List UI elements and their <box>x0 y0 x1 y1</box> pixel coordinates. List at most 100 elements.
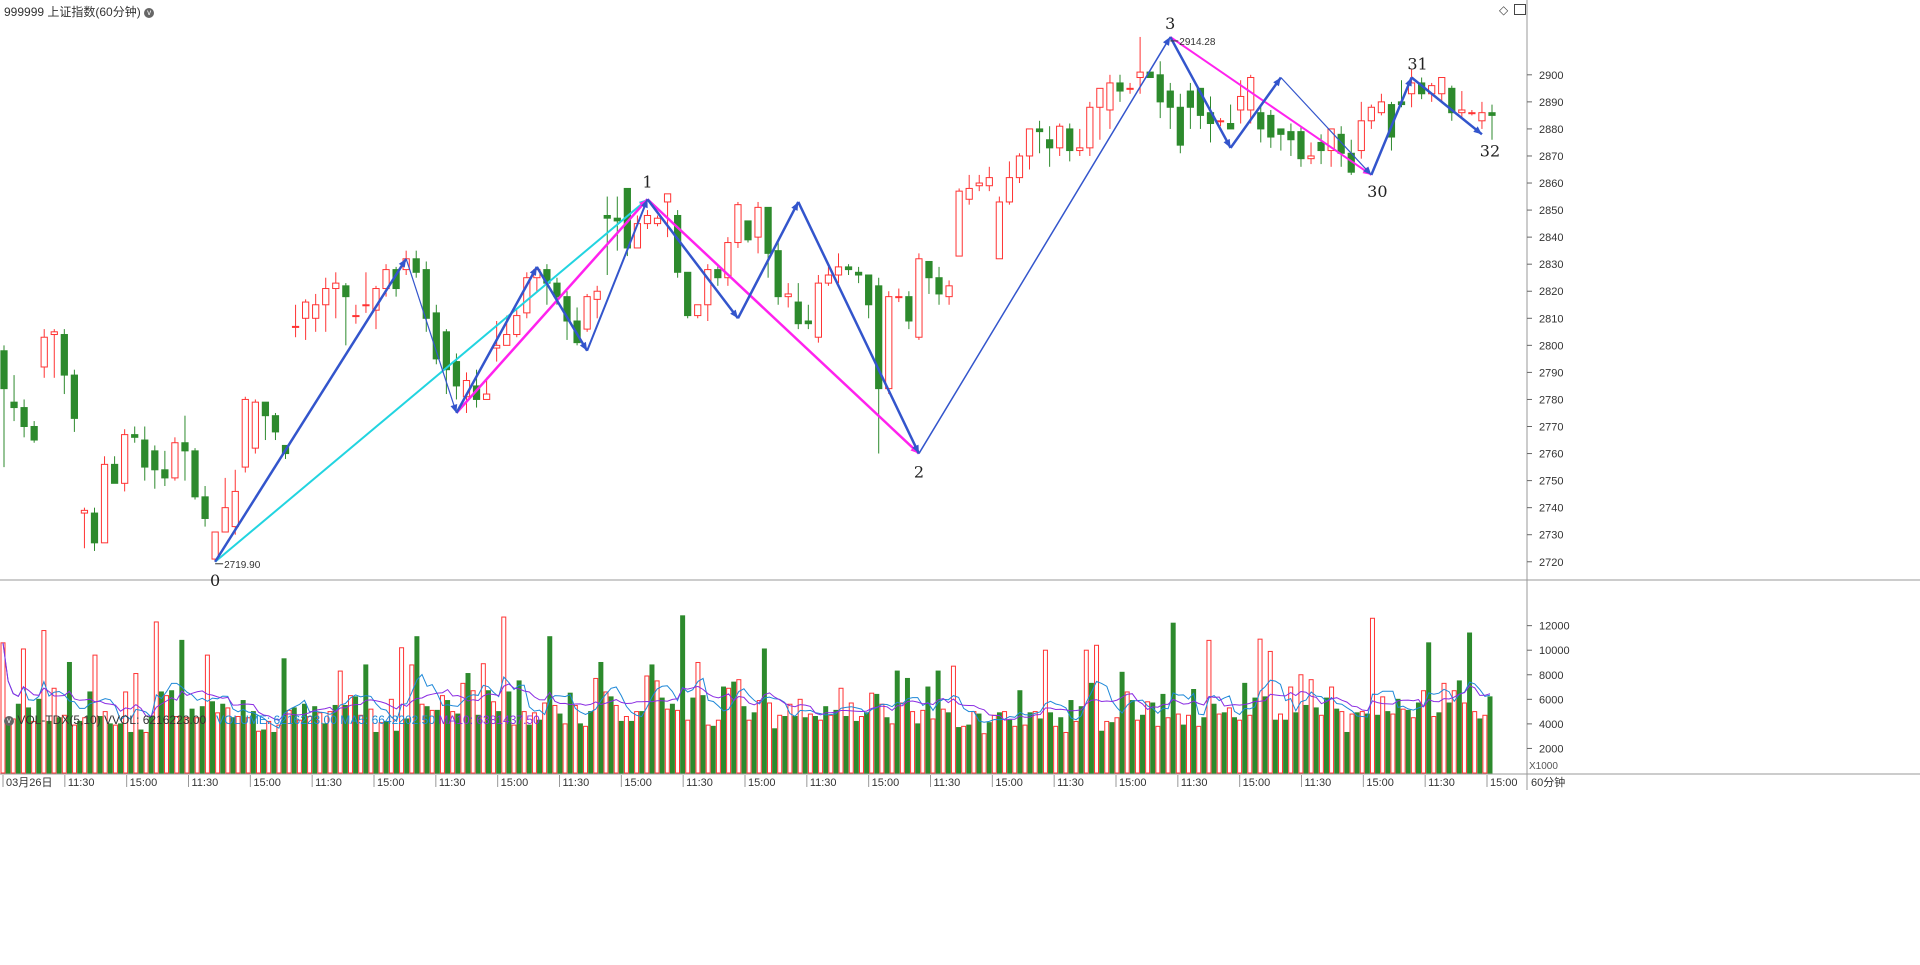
candle <box>1046 126 1054 167</box>
blue-wave-line <box>797 201 921 455</box>
volume-bar <box>174 716 180 774</box>
volume-bar <box>1441 682 1447 774</box>
candle <box>895 288 903 303</box>
volume-bar <box>1303 704 1309 774</box>
volume-bar <box>465 673 471 774</box>
volume-bar <box>1313 707 1319 774</box>
wave-label: 31 <box>1407 55 1427 74</box>
candle <box>1196 87 1205 129</box>
volume-bar <box>107 723 113 774</box>
volume-bar <box>894 670 900 774</box>
blue-wave-line <box>405 258 458 414</box>
candle <box>1126 82 1134 94</box>
volume-bar <box>1329 686 1335 774</box>
volume-bar <box>685 719 691 774</box>
candle <box>804 304 812 330</box>
time-tick-label: 15:00 <box>624 777 652 789</box>
volume-bar <box>945 712 951 774</box>
candle <box>20 399 28 438</box>
volume-bar <box>1400 708 1406 774</box>
wave-arrowhead <box>579 341 588 351</box>
candle <box>80 507 89 549</box>
volume-bar <box>828 714 834 774</box>
time-tick-label: 11:30 <box>934 777 961 789</box>
volume-bar <box>1083 649 1089 774</box>
volume-bar <box>342 704 348 774</box>
price-tick-label: 2890 <box>1539 97 1563 109</box>
volume-bar <box>920 709 926 774</box>
diamond-icon[interactable]: ◇ <box>1499 3 1509 17</box>
period-label: 60分钟 <box>1531 775 1565 789</box>
volume-bar <box>1339 711 1345 774</box>
volume-bar <box>164 695 170 774</box>
window-toggle-icon[interactable] <box>1514 4 1526 15</box>
volume-bar <box>986 722 992 774</box>
candle <box>332 272 340 319</box>
volume-bar <box>869 692 875 774</box>
volume-bar <box>169 690 175 774</box>
volume-bar <box>940 708 946 774</box>
volume-bar <box>1308 679 1314 774</box>
candle <box>131 426 139 443</box>
volume-bar <box>51 687 57 774</box>
candle <box>513 310 521 338</box>
volume-bar <box>118 723 124 774</box>
volume-bar <box>10 718 16 774</box>
volume-bar <box>777 714 783 774</box>
volume-bar <box>1277 713 1283 774</box>
volume-bar <box>271 731 277 774</box>
volume-bar <box>1180 724 1186 774</box>
volume-bar <box>138 729 144 774</box>
vvol-value: VVOL: 6216223.00 <box>104 713 207 727</box>
candle <box>985 166 993 192</box>
candle <box>261 401 270 441</box>
candle <box>1468 109 1476 116</box>
candle <box>181 415 189 481</box>
wave-arrowhead <box>1273 77 1281 87</box>
volume-bar <box>1237 719 1243 774</box>
volume-bar <box>659 697 665 774</box>
candle <box>754 201 762 254</box>
price-tick-label: 2740 <box>1539 503 1563 515</box>
candle <box>241 396 249 473</box>
volume-bar <box>1467 632 1473 774</box>
candle <box>1367 104 1375 129</box>
candle <box>1056 123 1064 156</box>
candle <box>1166 82 1174 129</box>
labels: 0 1 2 3 30 31 32 2719.90 2914.28 <box>210 14 1500 590</box>
indicator-toggle-icon[interactable]: v <box>4 715 14 726</box>
candle <box>1377 93 1386 116</box>
volume-bar <box>337 670 343 774</box>
volume-bar <box>307 716 313 774</box>
candle <box>935 266 943 305</box>
volume-bar <box>618 720 624 774</box>
wave-label: 0 <box>210 571 220 590</box>
volume-bar <box>1364 713 1370 774</box>
volume-bar <box>56 717 62 774</box>
volume-bar <box>1012 725 1018 774</box>
candle <box>90 507 99 551</box>
volume-bar <box>1196 725 1202 774</box>
wave-arrowhead <box>1363 166 1372 175</box>
volume-bar <box>577 723 583 774</box>
volume-bar <box>1129 700 1135 774</box>
candle <box>151 445 159 489</box>
candle <box>1478 101 1486 129</box>
volume-bar <box>312 706 318 774</box>
volume-bar <box>404 718 410 774</box>
time-tick-label: 15:00 <box>995 777 1023 789</box>
price-tick-label: 2850 <box>1539 205 1563 217</box>
wave-arrowhead <box>791 201 799 211</box>
dropdown-icon[interactable]: v <box>144 7 155 18</box>
volume-bar <box>608 696 614 774</box>
volume-bar <box>1415 702 1421 774</box>
volume-bar <box>1165 717 1171 774</box>
volume-bar <box>1211 703 1217 774</box>
volume-bar <box>644 675 650 774</box>
volume-bar <box>424 706 430 774</box>
volume-bar <box>807 713 813 774</box>
volume-bar <box>715 719 721 774</box>
candle <box>1458 91 1466 119</box>
volume-bar <box>143 731 149 774</box>
volume-bar <box>506 691 512 774</box>
